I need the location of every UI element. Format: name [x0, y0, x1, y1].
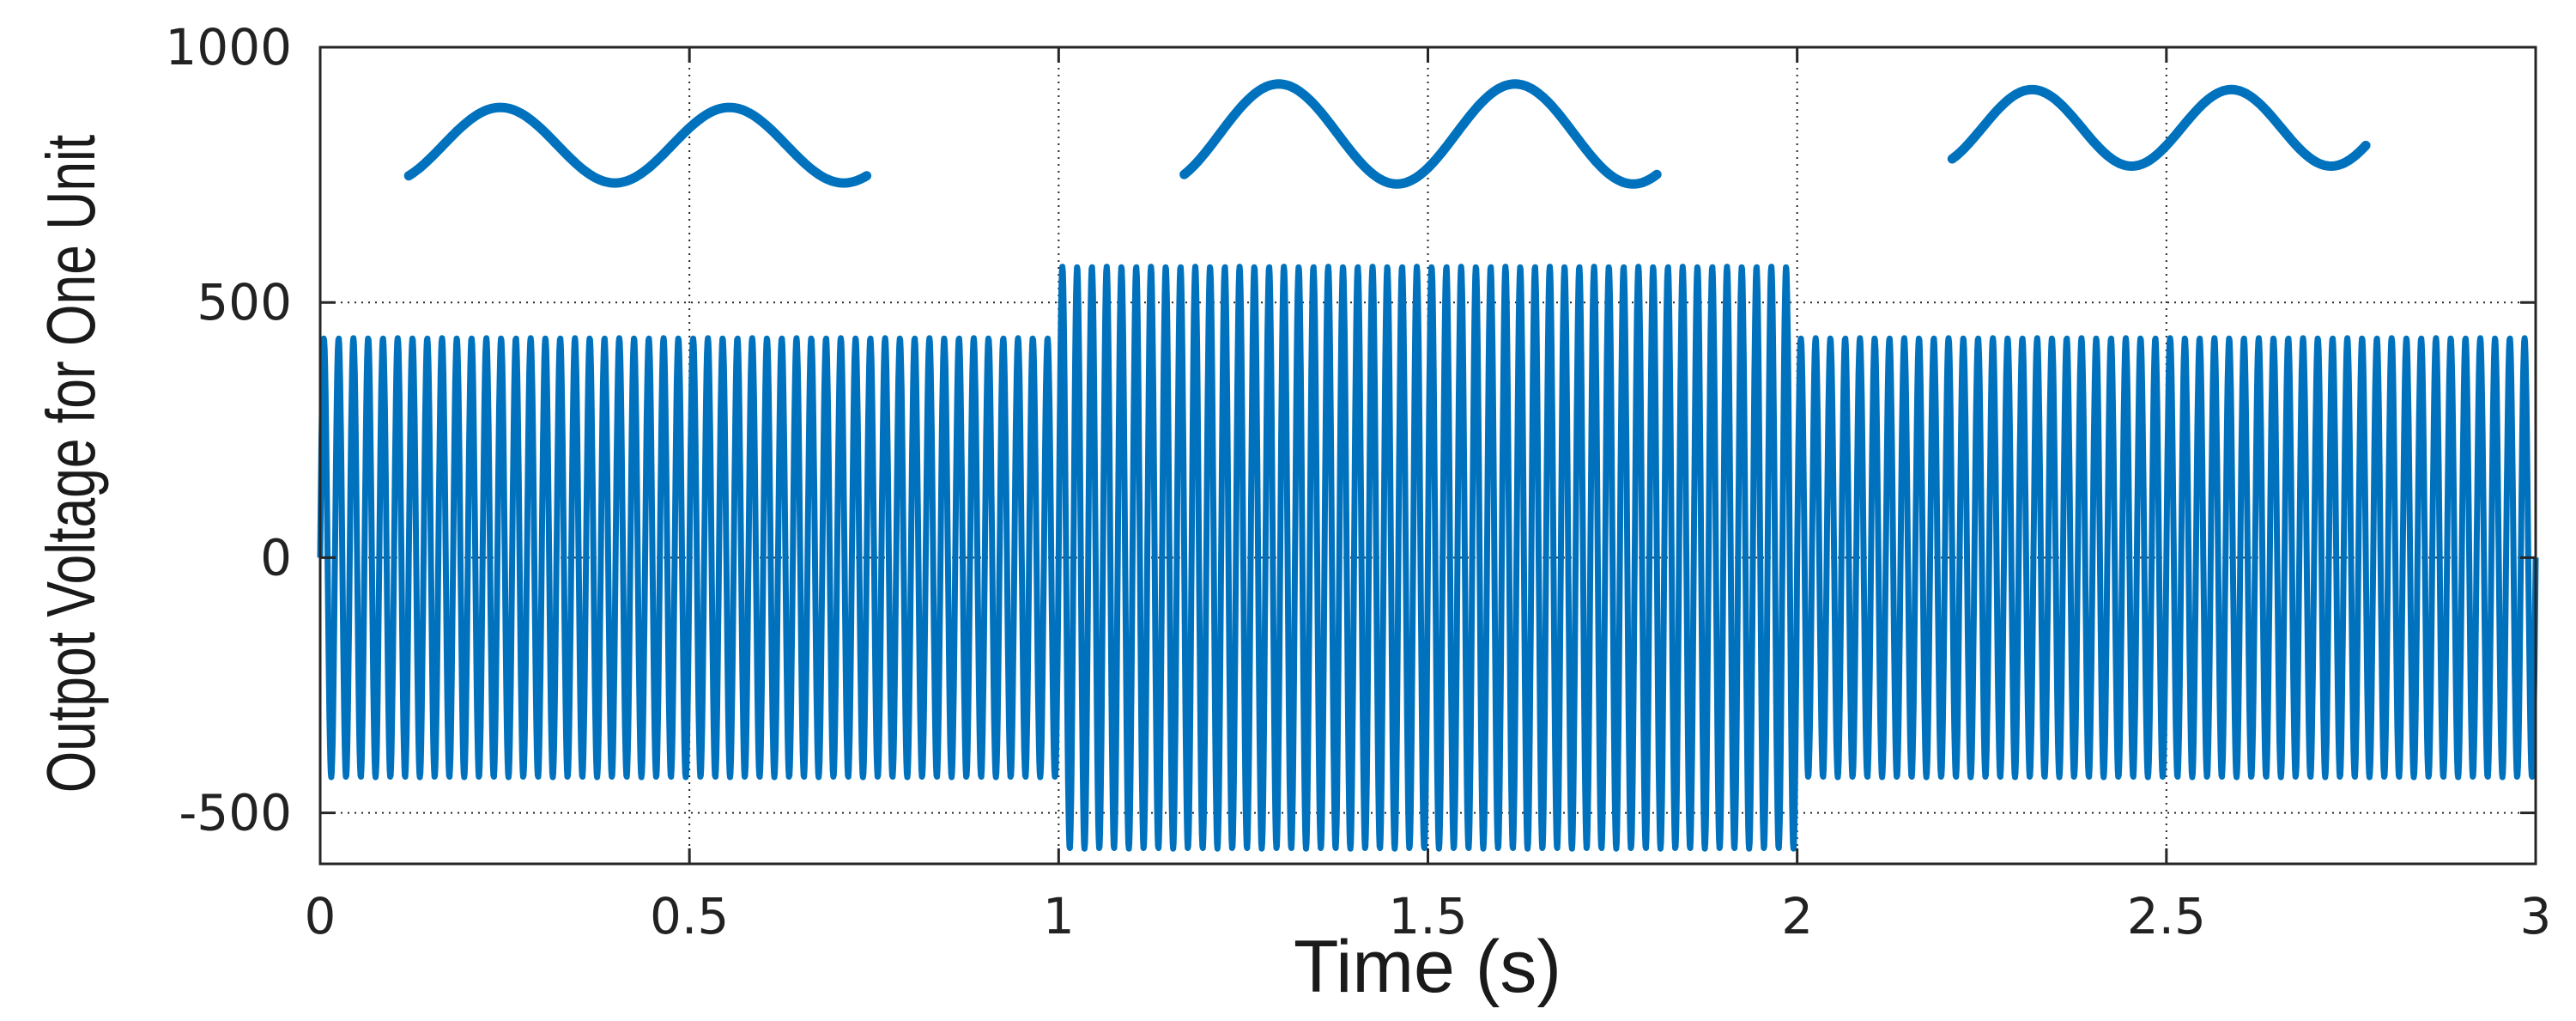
y-tick-labels: -500 0 500 1000 [165, 18, 292, 842]
plot-area [317, 79, 2539, 852]
inset-sine-curve [403, 102, 872, 188]
x-tick-label: 0 [305, 887, 336, 945]
y-tick-label: -500 [179, 784, 292, 842]
voltage-series-line [317, 264, 2539, 852]
inset-sine-curve [1179, 79, 1662, 189]
x-tick-label: 2.5 [2127, 887, 2206, 945]
x-tick-label: 1 [1043, 887, 1075, 945]
tick-marks [318, 46, 2537, 864]
x-tick-label: 3 [2520, 887, 2552, 945]
y-tick-label: 500 [197, 273, 292, 331]
x-tick-label: 0.5 [650, 887, 729, 945]
y-tick-label: 1000 [165, 18, 292, 76]
y-tick-label: 0 [260, 528, 292, 586]
x-tick-label: 2 [1781, 887, 1813, 945]
x-tick-label: 1.5 [1388, 887, 1467, 945]
y-axis-label: Outpot Voltage for One Unit [33, 135, 110, 793]
x-axis-label: Time (s) [1294, 926, 1561, 1008]
inset-sine-curve [1947, 84, 2371, 172]
x-tick-labels: 0 0.5 1 1.5 2 2.5 3 [305, 887, 2552, 945]
